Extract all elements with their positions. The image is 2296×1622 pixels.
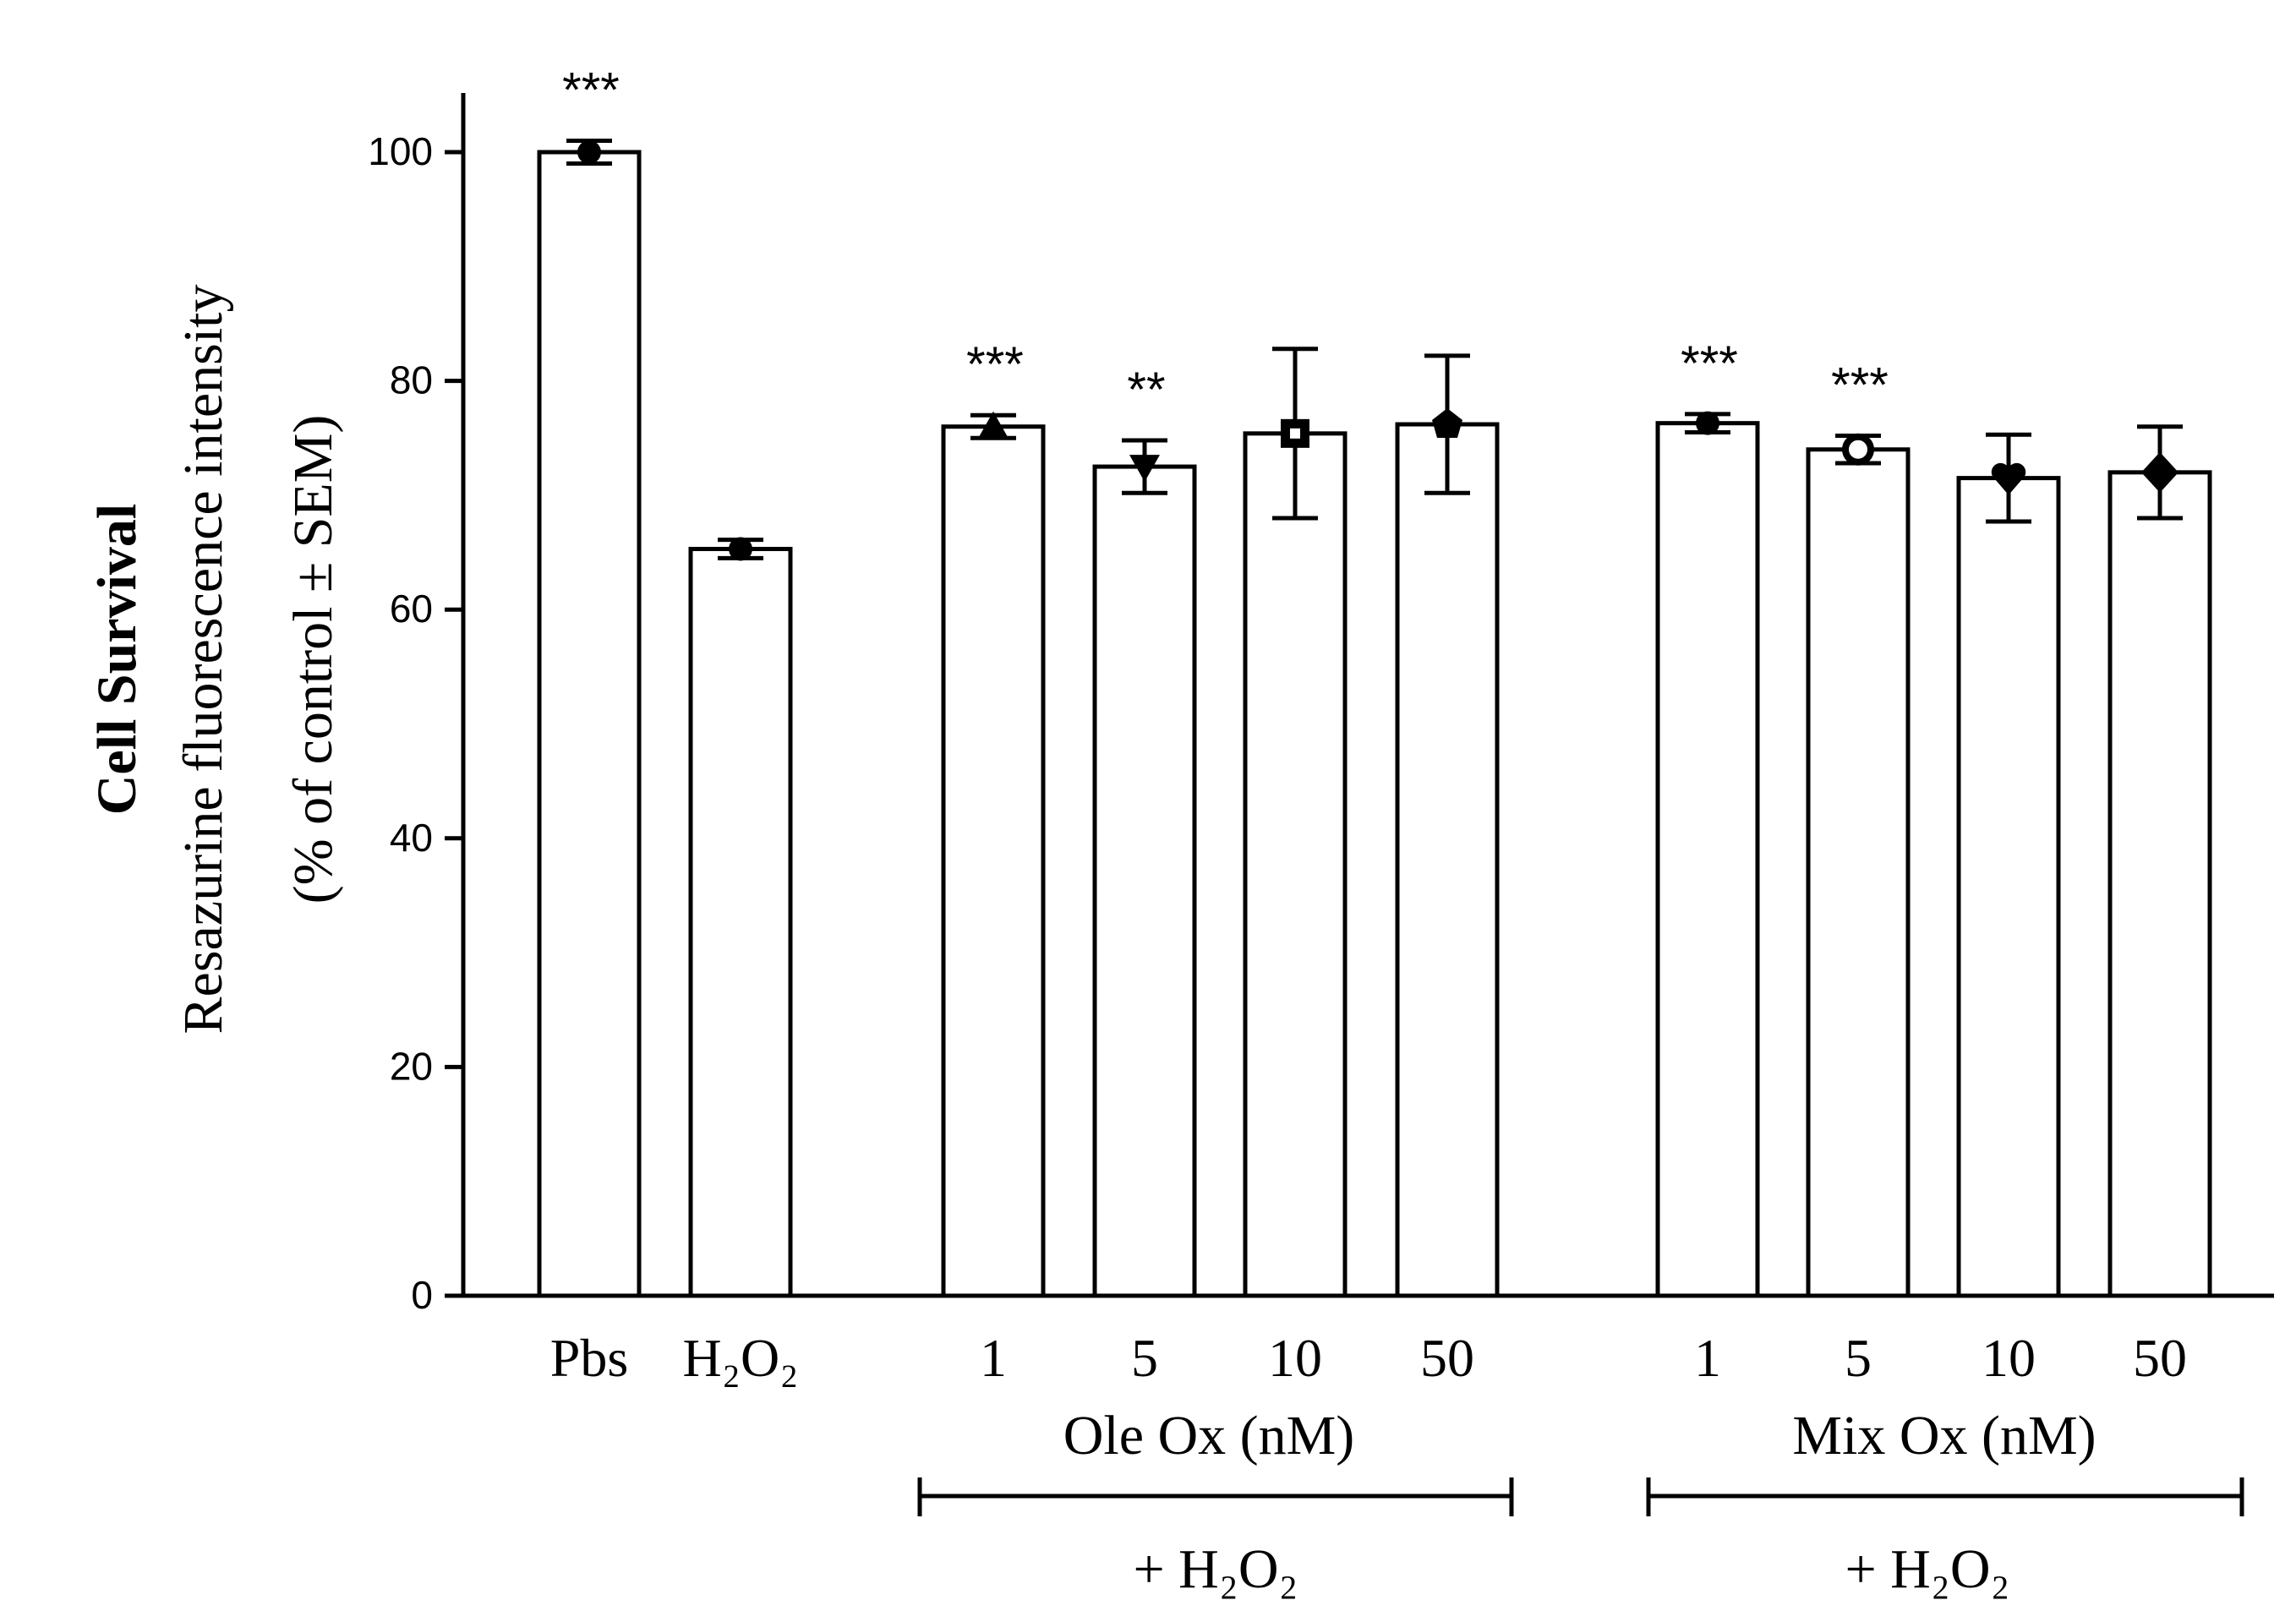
treatment-label-mix-ox: + H₂O₂	[1845, 1538, 2009, 1600]
y-axis-title: Cell Survival	[86, 504, 148, 816]
bar	[1806, 447, 1911, 1298]
data-marker-center	[1290, 428, 1300, 439]
data-marker	[2141, 451, 2178, 493]
y-tick-label: 60	[390, 587, 433, 631]
data-marker	[1991, 462, 2026, 495]
x-tick-label: 5	[1131, 1328, 1158, 1388]
y-axis-label-line1: Resazurine fluorescence intensity	[172, 285, 234, 1035]
y-tick-label: 80	[390, 358, 433, 402]
treatment-label-ole-ox: + H₂O₂	[1133, 1538, 1298, 1600]
y-tick-label: 20	[390, 1044, 433, 1088]
x-tick-label: Pbs	[550, 1328, 629, 1388]
significance-label: ***	[1831, 358, 1889, 413]
bar	[1395, 422, 1500, 1298]
bar	[1243, 431, 1348, 1298]
data-marker	[1842, 433, 1874, 466]
bar	[1655, 421, 1760, 1298]
x-tick-label: 10	[1982, 1328, 2036, 1388]
x-tick-label: 5	[1845, 1328, 1872, 1388]
group-label-ole-ox: Ole Ox (nM)	[1063, 1405, 1355, 1466]
group-bracket-ole-ox	[917, 1477, 1514, 1516]
significance-label: ***	[562, 63, 620, 117]
y-tick-label: 40	[390, 816, 433, 860]
x-tick-label: 1	[1694, 1328, 1721, 1388]
x-tick-label: H₂O₂	[682, 1328, 798, 1388]
bar	[537, 150, 642, 1298]
group-bracket-mix-ox	[1646, 1477, 2244, 1516]
bar	[1956, 476, 2061, 1298]
data-marker	[729, 537, 752, 561]
data-marker	[1696, 411, 1719, 435]
y-tick-label: 100	[368, 129, 433, 173]
y-axis-label-line2: (% of control ± SEM)	[282, 415, 344, 904]
bar	[2107, 470, 2212, 1298]
significance-label: **	[1127, 363, 1165, 418]
x-tick-label: 50	[1420, 1328, 1474, 1388]
data-marker	[1432, 408, 1462, 439]
data-marker	[577, 140, 601, 164]
bar	[688, 546, 793, 1298]
bar	[1092, 464, 1197, 1298]
y-tick-label: 0	[411, 1273, 433, 1317]
bar	[941, 424, 1046, 1298]
data-marker	[978, 411, 1009, 439]
significance-label: ***	[1681, 336, 1738, 391]
x-tick-label: 50	[2133, 1328, 2187, 1388]
data-marker	[1129, 455, 1160, 483]
significance-label: ***	[966, 337, 1024, 392]
x-tick-label: 10	[1268, 1328, 1322, 1388]
x-tick-label: 1	[980, 1328, 1007, 1388]
group-label-mix-ox: Mix Ox (nM)	[1792, 1405, 2096, 1466]
